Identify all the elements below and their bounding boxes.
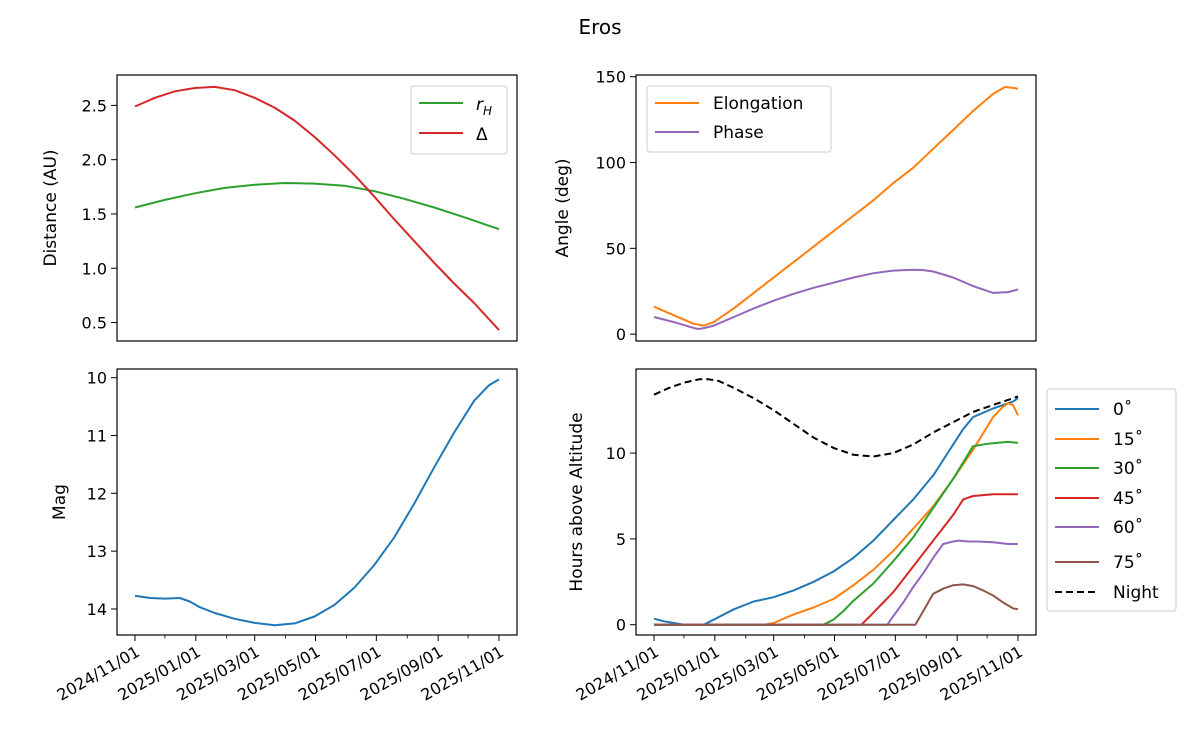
- legend-label-delta: Δ: [476, 125, 488, 145]
- panel-angles: 0 50 100 150 Angle (deg) Elongation Phase: [553, 68, 1037, 344]
- angles-ytick-label: 50: [606, 239, 626, 258]
- magnitude-y-ticks: 10 11 12 13 14: [87, 369, 117, 619]
- magnitude-axes-frame: [116, 368, 518, 636]
- distance-legend-box: [410, 85, 508, 155]
- angles-axes-frame: [635, 74, 1037, 342]
- legend-label-30deg: 30˚: [1113, 458, 1143, 479]
- distance-ytick-label: 2.0: [82, 151, 107, 170]
- panel-altitude: 0 5 10 2024/11/012025/01/012025/03/012025/…: [567, 368, 1177, 705]
- magnitude-ytick-label: 14: [87, 600, 107, 619]
- distance-legend: rH Δ: [410, 85, 508, 155]
- angles-lines: [653, 86, 1019, 330]
- legend-label-15deg: 15˚: [1113, 429, 1143, 450]
- distance-ytick-label: 2.5: [82, 96, 107, 115]
- altitude-lines: [653, 378, 1019, 626]
- altitude-y-ticks: 0 5 10: [606, 444, 636, 635]
- figure-title: Eros: [578, 15, 621, 39]
- legend-label-elongation: Elongation: [713, 94, 803, 114]
- legend-label-phase: Phase: [713, 123, 764, 143]
- legend-label-0deg: 0˚: [1113, 399, 1132, 420]
- magnitude-ytick-label: 12: [87, 484, 107, 503]
- legend-label-75deg: 75˚: [1113, 552, 1143, 573]
- magnitude-ytick-label: 13: [87, 542, 107, 561]
- magnitude-lines: [134, 378, 500, 627]
- legend-label-60deg: 60˚: [1113, 517, 1143, 538]
- angles-legend: Elongation Phase: [646, 85, 832, 153]
- distance-y-ticks: 0.5 1.0 1.5 2.0 2.5: [82, 96, 117, 333]
- altitude-legend-box: [1046, 388, 1177, 612]
- altitude-x-ticks: 2024/11/012025/01/012025/03/012025/05/01…: [573, 635, 1026, 705]
- altitude-ytick-label: 5: [616, 530, 626, 549]
- altitude-series-30: [654, 440, 1019, 626]
- magnitude-x-ticks: 2024/11/012025/01/012025/03/012025/05/01…: [54, 635, 507, 705]
- altitude-series-15: [654, 402, 1019, 626]
- altitude-series-0: [653, 397, 1019, 626]
- distance-lines: [134, 85, 500, 331]
- distance-ytick-label: 1.0: [82, 259, 107, 278]
- legend-label-rh: rH: [476, 95, 492, 118]
- altitude-ytick-label: 0: [616, 616, 626, 635]
- altitude-series-45: [654, 493, 1018, 626]
- angles-ytick-label: 0: [616, 325, 626, 344]
- distance-ytick-label: 1.5: [82, 205, 107, 224]
- magnitude-series-mag: [134, 378, 500, 627]
- distance-ylabel: Distance (AU): [41, 149, 61, 266]
- distance-series-: [134, 85, 500, 331]
- magnitude-ytick-label: 11: [87, 427, 107, 446]
- altitude-series-night: [653, 378, 1019, 458]
- distance-series-r-h: [134, 182, 500, 231]
- panel-magnitude: 10 11 12 13 14 2024/11/012025/01/012025/03/0…: [50, 368, 518, 705]
- angles-series-phase: [653, 268, 1019, 330]
- legend-label-45deg: 45˚: [1113, 488, 1143, 509]
- angles-y-ticks: 0 50 100 150: [595, 68, 636, 344]
- altitude-series-60: [654, 539, 1018, 626]
- angles-series-elongation: [653, 86, 1019, 327]
- altitude-ylabel: Hours above Altitude: [567, 412, 587, 591]
- altitude-series-75: [654, 583, 1019, 626]
- altitude-axes-frame: [635, 368, 1037, 636]
- distance-axes-frame: [116, 74, 518, 342]
- legend-label-night: Night: [1113, 583, 1159, 603]
- distance-ytick-label: 0.5: [82, 314, 107, 333]
- panel-distance: 0.5 1.0 1.5 2.0 2.5 Distance (AU) rH Δ: [41, 74, 518, 342]
- magnitude-ylabel: Mag: [50, 484, 70, 520]
- angles-ytick-label: 100: [595, 154, 626, 173]
- altitude-legend: 0˚ 15˚ 30˚ 45˚ 60˚ 75˚ Night: [1046, 388, 1177, 612]
- angles-ylabel: Angle (deg): [553, 158, 573, 257]
- altitude-ytick-label: 10: [606, 444, 626, 463]
- magnitude-ytick-label: 10: [87, 369, 107, 388]
- angles-ytick-label: 150: [595, 68, 626, 87]
